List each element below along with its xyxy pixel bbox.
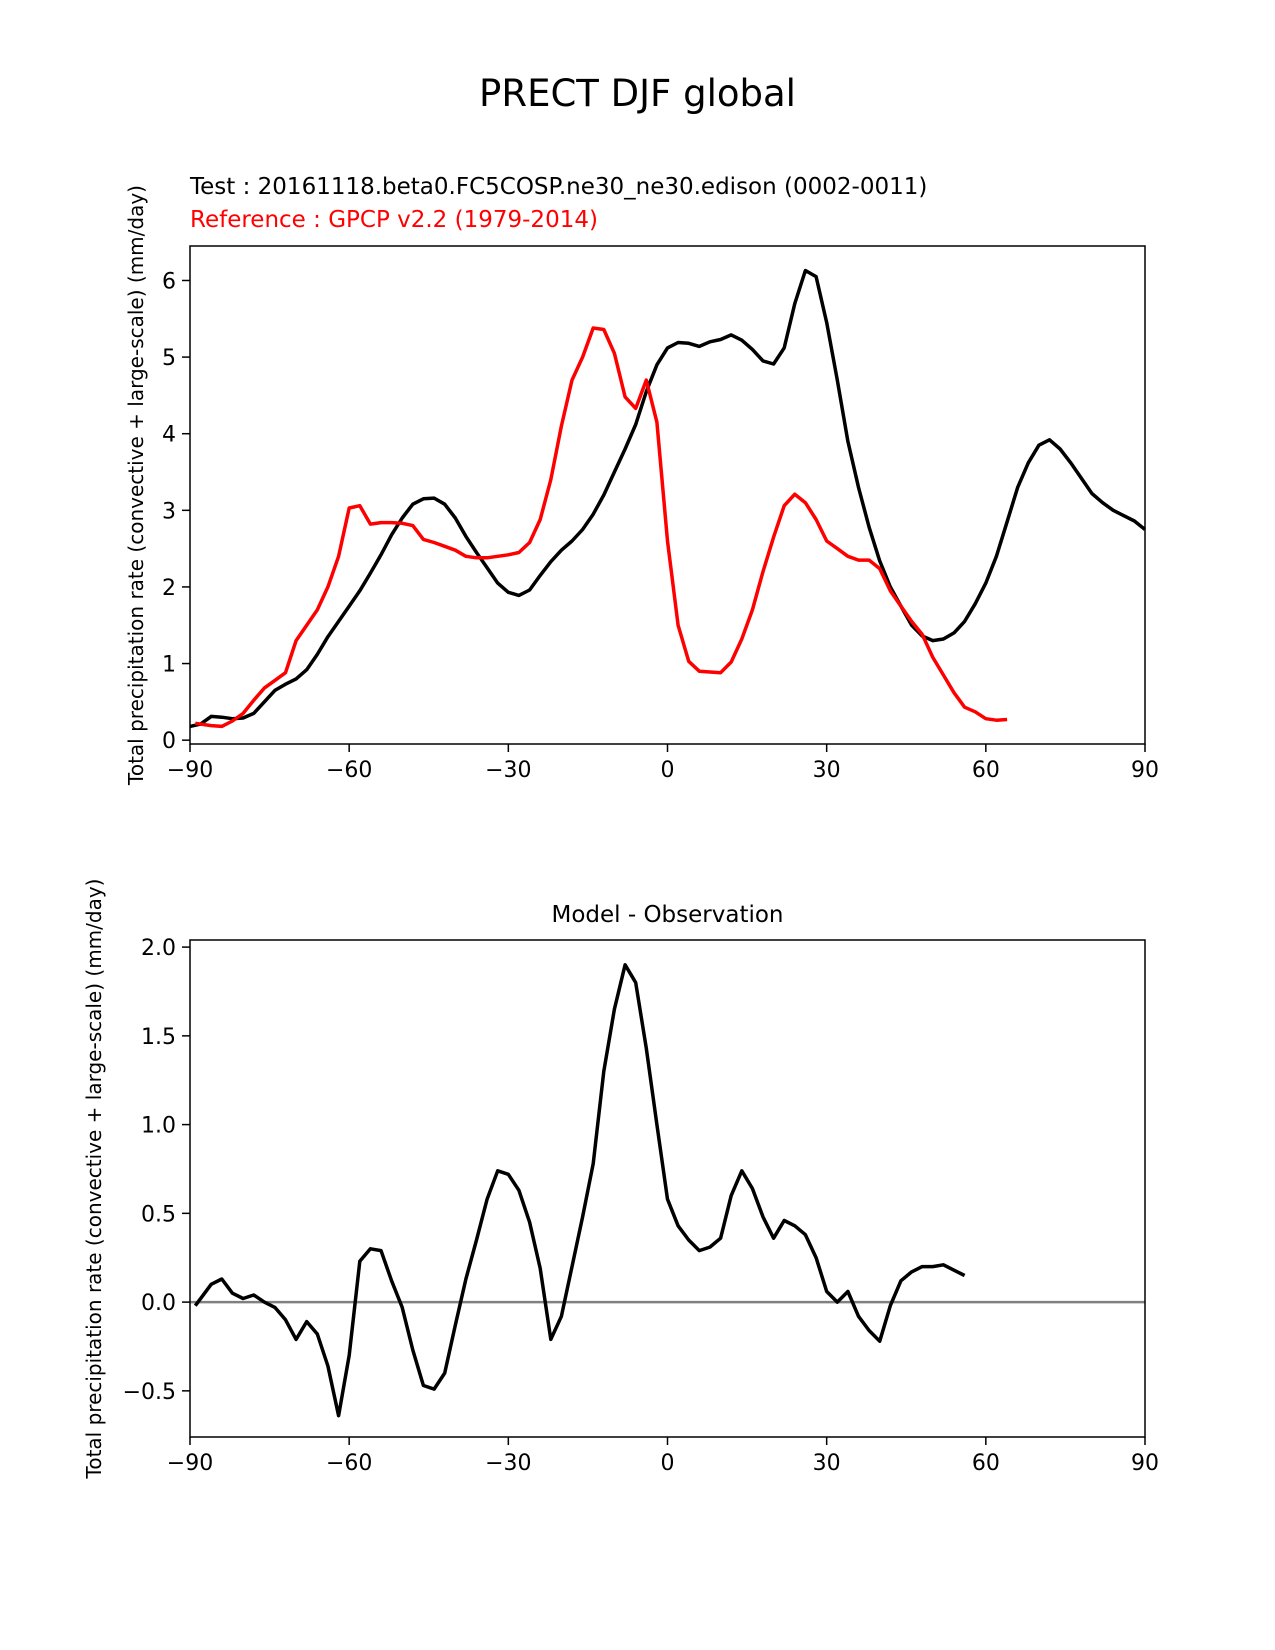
bottom-ytick-label: 0.0 (141, 1291, 176, 1316)
bottom-xtick-label: 0 (661, 1451, 675, 1476)
bottom-ytick-label: 1.0 (141, 1114, 176, 1139)
top-xtick-label: −60 (326, 758, 372, 783)
top-series-line-0 (189, 268, 1147, 729)
reference-label: Reference : GPCP v2.2 (1979-2014) (190, 207, 598, 233)
bottom-ytick-label: −0.5 (123, 1380, 176, 1405)
figure-title: PRECT DJF global (479, 72, 796, 115)
top-ytick-label: 6 (162, 269, 176, 294)
bottom-xtick-label: −60 (326, 1451, 372, 1476)
top-xtick-label: 60 (972, 758, 1000, 783)
bottom-plot: −90 −60 −30 0 30 60 90 −0.5 0.0 0.5 1.0 1.5 2.0 Total… (82, 879, 1159, 1480)
bottom-xtick-label: 60 (972, 1451, 1000, 1476)
top-ytick-label: 0 (162, 729, 176, 754)
top-series-line-1 (195, 326, 1008, 729)
bottom-series-line-0 (193, 963, 966, 1418)
top-ytick-label: 4 (162, 423, 176, 448)
top-xtick-label: 0 (661, 758, 675, 783)
top-xtick-label: −90 (167, 758, 213, 783)
top-xtick-label: 30 (813, 758, 841, 783)
top-ytick-label: 3 (162, 499, 176, 524)
bottom-ytick-label: 2.0 (141, 936, 176, 961)
top-xtick-label: −30 (485, 758, 531, 783)
top-ylabel: Total precipitation rate (convective + l… (124, 185, 148, 786)
top-xtick-label: 90 (1131, 758, 1159, 783)
bottom-xtick-label: −30 (485, 1451, 531, 1476)
bottom-ytick-label: 0.5 (141, 1202, 176, 1227)
top-plot: −90 −60 −30 0 30 60 90 0 1 2 3 4 5 6 Total precipitati… (124, 185, 1159, 786)
top-ytick-label: 2 (162, 576, 176, 601)
bottom-xtick-label: 30 (813, 1451, 841, 1476)
bottom-xtick-label: −90 (167, 1451, 213, 1476)
test-label: Test : 20161118.beta0.FC5COSP.ne30_ne30.… (190, 174, 928, 200)
top-ytick-label: 5 (162, 346, 176, 371)
top-ytick-label: 1 (162, 653, 176, 678)
difference-plot-title: Model - Observation (551, 902, 784, 928)
bottom-xtick-label: 90 (1131, 1451, 1159, 1476)
bottom-ylabel: Total precipitation rate (convective + l… (82, 879, 106, 1480)
bottom-ytick-label: 1.5 (141, 1025, 176, 1050)
top-axes-frame (189, 245, 1146, 745)
